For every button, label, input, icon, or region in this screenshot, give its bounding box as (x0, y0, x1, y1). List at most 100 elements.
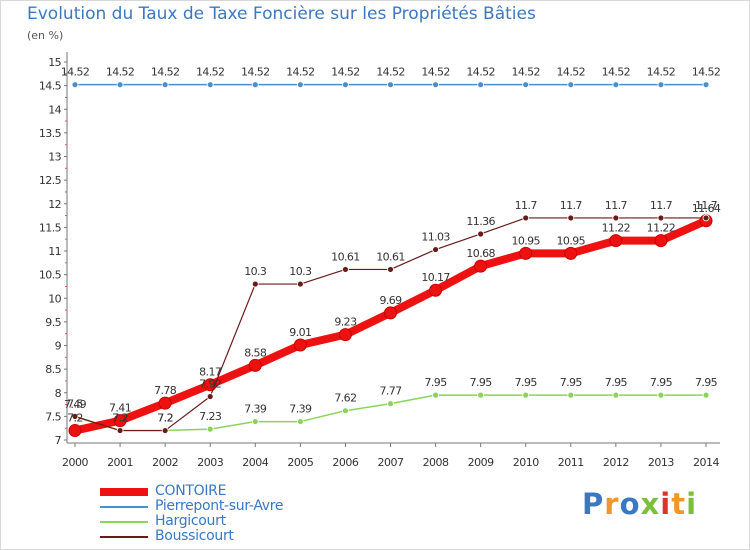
y-tick-label: 15 (48, 56, 61, 69)
data-label: 14.52 (602, 66, 631, 79)
y-tick-label: 10.5 (39, 269, 62, 282)
data-point (158, 396, 172, 410)
y-tick-label: 11.5 (39, 221, 62, 234)
data-label: 11.36 (466, 215, 495, 228)
y-tick-label: 13 (48, 151, 61, 164)
data-label: 7.23 (199, 410, 222, 423)
data-point (251, 81, 259, 89)
data-label: 11.7 (650, 199, 673, 212)
data-label: 10.17 (421, 271, 450, 284)
data-label: 10.3 (244, 265, 267, 278)
data-point (654, 234, 668, 248)
data-point (432, 246, 439, 253)
data-point (342, 407, 349, 415)
data-label: 7.2 (112, 412, 128, 425)
data-point (206, 425, 214, 433)
data-point (113, 414, 127, 428)
data-label: 11.7 (605, 199, 628, 212)
data-point (161, 427, 169, 434)
data-point (206, 393, 214, 400)
data-label: 11.7 (695, 199, 718, 212)
data-point (116, 81, 124, 89)
data-point (384, 306, 397, 320)
data-label: 7.62 (334, 392, 356, 405)
data-point (612, 81, 620, 89)
data-label: 7.95 (470, 376, 493, 389)
data-point (609, 234, 623, 248)
data-point (338, 328, 352, 342)
data-label: 11.7 (515, 199, 538, 212)
legend-swatch (100, 488, 148, 496)
data-label: 7.2 (157, 412, 173, 425)
data-labels: 14.52 14.52 14.52 14.52 14.52 14.52 14.52 14.52… (61, 66, 722, 425)
data-label: 7.39 (289, 403, 312, 416)
data-label: 10.68 (466, 247, 495, 260)
data-point (567, 391, 575, 399)
data-point (387, 266, 394, 273)
series-boussicourt (71, 214, 710, 434)
legend-swatch (100, 536, 148, 538)
data-point (657, 214, 665, 222)
data-point (477, 230, 485, 238)
y-tick-label: 7.5 (45, 410, 61, 423)
proxiti-logo: Proxiti (582, 487, 697, 521)
y-tick-label: 12 (48, 198, 61, 211)
x-tick-label: 2014 (693, 456, 719, 469)
legend-label: Hargicourt (155, 513, 226, 529)
data-point (522, 214, 530, 222)
x-tick-label: 2009 (468, 456, 494, 469)
data-label: 14.52 (511, 66, 540, 79)
legend-label: Pierrepont-sur-Avre (155, 498, 284, 514)
data-label: 7.5 (67, 397, 83, 410)
data-label: 14.52 (196, 66, 225, 79)
x-tick-label: 2000 (62, 456, 88, 469)
y-tick-label: 7 (55, 434, 62, 447)
data-label: 11.22 (647, 222, 676, 235)
legend-swatch (100, 506, 148, 508)
data-label: 9.01 (289, 326, 311, 339)
data-point (296, 81, 304, 89)
data-label: 7.2 (112, 412, 128, 425)
data-label: 7.49 (64, 398, 87, 411)
data-label: 14.52 (106, 66, 135, 79)
data-label: 8.17 (199, 366, 222, 379)
data-label: 11.03 (421, 231, 450, 244)
data-point (567, 81, 575, 89)
data-label: 14.52 (286, 66, 315, 79)
data-point (657, 81, 665, 89)
data-label: 7.39 (244, 403, 267, 416)
legend-label: CONTOIRE (155, 483, 227, 499)
data-point (206, 81, 214, 89)
data-point (116, 427, 124, 434)
chart-title: Evolution du Taux de Taxe Foncière sur l… (27, 4, 536, 24)
x-tick-label: 2011 (558, 456, 584, 469)
data-label: 11.64 (692, 202, 721, 215)
data-point (432, 391, 439, 399)
data-point (387, 400, 394, 408)
logo-letter: i (660, 487, 672, 521)
x-tick-label: 2004 (242, 456, 268, 469)
x-tick-label: 2001 (107, 456, 133, 469)
data-point (342, 266, 349, 273)
y-tick-label: 8.5 (45, 363, 61, 376)
data-label: 14.52 (557, 66, 586, 79)
data-label: 9.23 (334, 316, 357, 329)
data-point (477, 81, 485, 89)
x-tick-label: 2005 (287, 456, 313, 469)
data-point (477, 391, 485, 399)
data-label: 10.61 (331, 250, 360, 263)
data-point (71, 412, 79, 420)
data-point (251, 280, 259, 288)
logo-letter: r (604, 487, 620, 521)
data-point (702, 391, 710, 399)
x-tick-label: 2010 (513, 456, 539, 469)
data-point (161, 81, 169, 89)
data-point (293, 338, 307, 352)
data-label: 8.58 (244, 346, 267, 359)
data-label: 10.3 (289, 265, 312, 278)
data-label: 14.52 (692, 66, 721, 79)
data-point (519, 246, 533, 260)
data-label: 7.92 (199, 378, 221, 391)
data-label: 7.95 (515, 376, 538, 389)
